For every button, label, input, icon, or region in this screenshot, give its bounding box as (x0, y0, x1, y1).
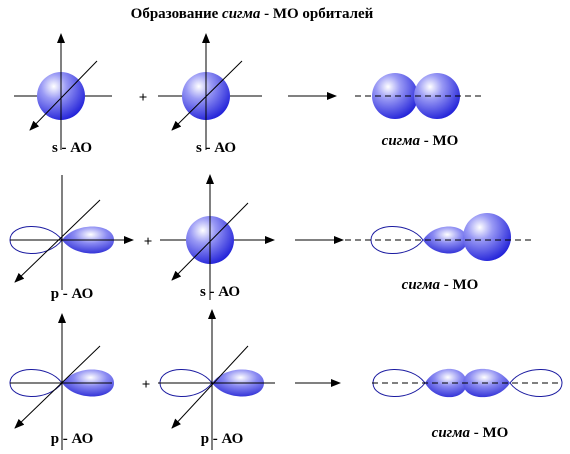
left-label: s - АО (52, 140, 92, 156)
result-label: сигма - МО (432, 425, 509, 441)
result-emphasis: сигма (432, 425, 471, 441)
title-prefix: Образование (131, 6, 219, 22)
result-emphasis: сигма (382, 133, 421, 149)
row-1: s - АО + s - АО сигма - МО (14, 33, 482, 156)
row-3: p - АО + p - АО сигма - МО (9, 309, 563, 450)
left-label: p - АО (51, 431, 94, 447)
title-emphasis: сигма (222, 6, 261, 22)
result-emphasis: сигма (402, 277, 441, 293)
title: Образование сигма - МО орбиталей (131, 6, 374, 22)
result-suffix: - МО (474, 425, 509, 441)
result-suffix: - МО (444, 277, 479, 293)
title-suffix: - МО орбиталей (264, 6, 374, 22)
right-label: s - АО (196, 140, 236, 156)
operator: + (139, 90, 148, 106)
row-2: p - АО + s - АО сигма - МО (9, 174, 532, 302)
left-label: p - АО (51, 286, 94, 302)
operator: + (144, 234, 153, 250)
s-orbital (463, 213, 511, 261)
right-label: p - АО (201, 431, 244, 447)
operator: + (142, 377, 151, 393)
result-label: сигма - МО (402, 277, 479, 293)
result-suffix: - МО (424, 133, 459, 149)
right-label: s - АО (200, 284, 240, 300)
result-label: сигма - МО (382, 133, 459, 149)
